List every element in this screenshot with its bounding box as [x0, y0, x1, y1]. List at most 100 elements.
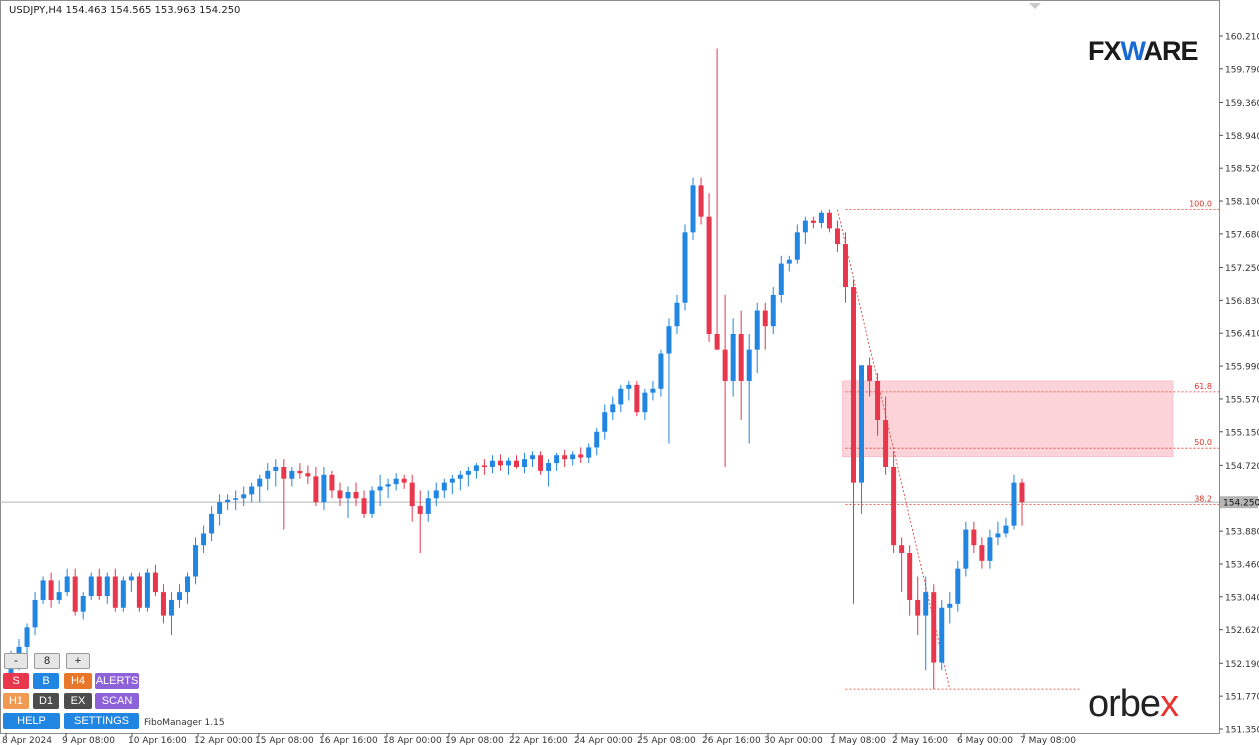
candle-body: [867, 365, 873, 381]
candle-body: [353, 492, 359, 499]
x-tick-label: 6 May 00:00: [957, 736, 1013, 745]
y-tick-label: 153.040: [1225, 593, 1259, 603]
y-tick-label: 158.940: [1225, 132, 1259, 142]
candle-body: [401, 478, 407, 483]
candle-body: [233, 498, 239, 500]
candle-body: [634, 384, 640, 413]
candle-body: [682, 232, 688, 303]
candle-body: [249, 486, 255, 495]
candle-body: [465, 470, 471, 475]
candle-body: [489, 460, 495, 467]
candle-body: [891, 466, 897, 546]
candle-body: [706, 216, 712, 335]
x-tick-label: 10 Apr 16:00: [128, 736, 187, 745]
chart-shift-marker[interactable]: [1029, 3, 1041, 9]
orbex-logo: orbex: [1088, 683, 1179, 725]
candle-body: [939, 607, 945, 663]
candle-body: [899, 545, 905, 554]
candle-body: [265, 470, 271, 479]
timeframe-h1-button[interactable]: H1: [3, 693, 29, 709]
settings-button[interactable]: SETTINGS: [64, 713, 139, 729]
candle-body: [321, 474, 327, 503]
current-price-label: 154.250: [1223, 499, 1259, 509]
candle-body: [810, 220, 816, 223]
candle-body: [120, 580, 126, 608]
y-tick-label: 156.830: [1225, 297, 1259, 307]
candle-body: [762, 310, 768, 327]
candle-body: [722, 349, 728, 381]
candle-body: [104, 576, 110, 597]
y-tick-label: 151.350: [1225, 726, 1259, 736]
candle-body: [457, 474, 463, 479]
level-count-field[interactable]: 8: [34, 653, 60, 669]
candle-body: [241, 494, 247, 499]
x-tick-label: 7 May 08:00: [1020, 736, 1076, 745]
candle-body: [257, 478, 263, 487]
candle-body: [907, 553, 913, 600]
candle-body: [690, 185, 696, 233]
candle-body: [626, 384, 632, 389]
increase-button[interactable]: +: [66, 653, 90, 669]
candle-body: [915, 599, 921, 616]
timeframe-d1-button[interactable]: D1: [33, 693, 59, 709]
x-tick-label: 26 Apr 16:00: [702, 736, 761, 745]
candle-body: [522, 459, 528, 467]
candle-body: [185, 576, 191, 593]
candle-body: [979, 545, 985, 561]
scan-button[interactable]: SCAN: [95, 693, 139, 709]
y-tick-label: 155.570: [1225, 395, 1259, 405]
candle-body: [834, 228, 840, 245]
candle-body: [1019, 482, 1025, 503]
candle-body: [642, 392, 648, 413]
x-tick-label: 2 May 16:00: [892, 736, 948, 745]
x-tick-label: 30 Apr 00:00: [764, 736, 823, 745]
candle-body: [64, 576, 70, 593]
candle-body: [923, 592, 929, 616]
candle-body: [842, 244, 848, 288]
y-tick-label: 157.250: [1225, 264, 1259, 274]
candle-body: [883, 420, 889, 467]
candle-body: [361, 498, 367, 514]
y-tick-label: 158.100: [1225, 198, 1259, 208]
x-tick-label: 9 Apr 08:00: [62, 736, 115, 745]
ex-button[interactable]: EX: [64, 693, 92, 709]
candle-body: [56, 592, 62, 600]
y-tick-label: 152.190: [1225, 660, 1259, 670]
symbol-header: USDJPY,H4 154.463 154.565 153.963 154.25…: [9, 5, 241, 16]
candle-body: [337, 490, 343, 499]
candle-body: [658, 353, 664, 389]
candle-body: [8, 662, 14, 677]
buy-button[interactable]: B: [33, 673, 59, 689]
candle-body: [963, 529, 969, 569]
candle-body: [80, 596, 86, 612]
candle-body: [473, 465, 479, 471]
candle-body: [209, 513, 215, 534]
candle-body: [794, 232, 800, 260]
candle-body: [24, 627, 30, 647]
y-tick-label: 159.790: [1225, 65, 1259, 75]
candle-body: [1003, 525, 1009, 534]
candle-body: [425, 498, 431, 514]
y-tick-label: 155.150: [1225, 428, 1259, 438]
candle-body: [305, 473, 311, 477]
candle-body: [546, 463, 552, 471]
candle-body: [281, 466, 287, 479]
decrease-button[interactable]: -: [4, 653, 28, 669]
y-tick-label: 152.620: [1225, 626, 1259, 636]
help-button[interactable]: HELP: [3, 713, 60, 729]
candle-body: [32, 599, 38, 628]
alerts-button[interactable]: ALERTS: [95, 673, 139, 689]
candle-body: [754, 310, 760, 350]
sell-button[interactable]: S: [3, 673, 29, 689]
timeframe-h4-button[interactable]: H4: [64, 673, 92, 689]
x-tick-label: 15 Apr 08:00: [255, 736, 314, 745]
candle-body: [802, 220, 808, 233]
candle-body: [160, 592, 166, 616]
x-tick-label: 1 May 08:00: [830, 736, 886, 745]
candle-body: [40, 580, 46, 600]
candle-body: [393, 478, 399, 485]
y-tick-label: 156.410: [1225, 330, 1259, 340]
candle-body: [177, 592, 182, 600]
candle-body: [345, 492, 351, 499]
